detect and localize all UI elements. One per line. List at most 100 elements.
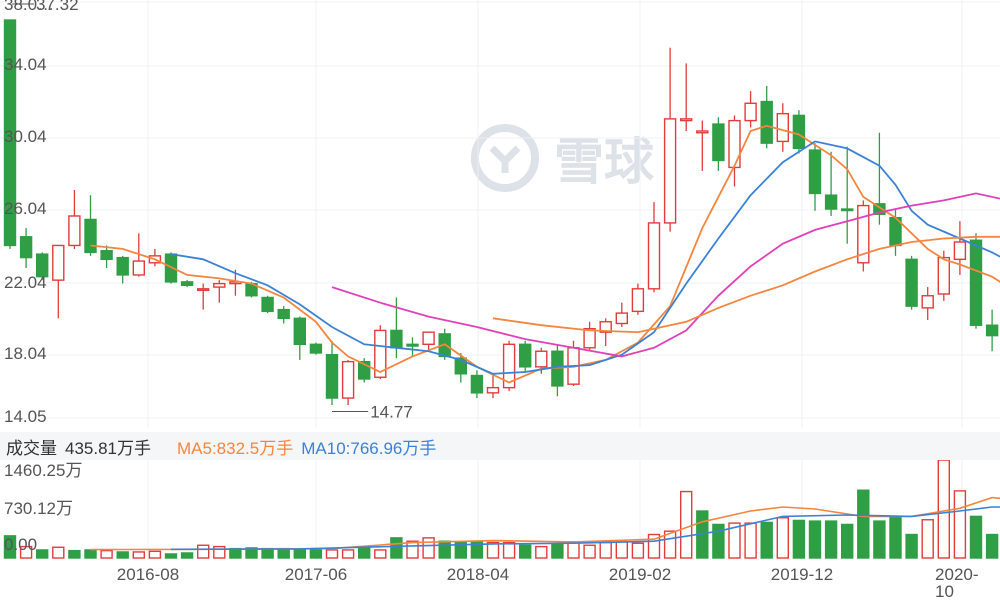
volume-bar (616, 542, 627, 558)
candle-body (971, 240, 982, 325)
candle-body (262, 297, 273, 311)
candle-body (69, 216, 80, 245)
volume-bar (53, 547, 64, 558)
candle-body (632, 289, 643, 312)
candle-body (101, 251, 112, 260)
candle-body (278, 310, 289, 319)
candle-body (842, 209, 853, 211)
price-tick-label: 26.04 (4, 200, 47, 217)
candle-body (423, 332, 434, 344)
volume-bar (310, 550, 321, 558)
volume-bar (375, 550, 386, 558)
time-tick-label: 2019-12 (771, 566, 833, 583)
volume-bar (149, 551, 160, 558)
volume-bar (407, 541, 418, 558)
candle-body (85, 219, 96, 252)
volume-bar (713, 524, 724, 558)
volume-bar (214, 547, 225, 558)
volume-bar (777, 518, 788, 558)
volume-bar (343, 550, 354, 558)
volume-bar (810, 521, 821, 558)
volume-bar (906, 535, 917, 558)
candle-body (471, 376, 482, 393)
candle-body (488, 388, 499, 393)
candle-body (793, 115, 804, 148)
volume-bar (327, 550, 338, 558)
candle-body (584, 329, 595, 348)
volume-bar (536, 547, 547, 558)
candle-body (810, 150, 821, 193)
candle-body (777, 114, 788, 142)
volume-bar (262, 549, 273, 558)
candle-body (938, 258, 949, 294)
candle-body (761, 102, 772, 144)
candle-body (53, 245, 64, 280)
price-tick-label: 30.04 (4, 128, 47, 145)
candle-body (665, 119, 676, 223)
volume-bar (568, 542, 579, 558)
candle-body (310, 344, 321, 353)
volume-bar (826, 521, 837, 558)
candle-body (294, 318, 305, 344)
volume-bar (133, 552, 144, 558)
volume-bar (117, 552, 128, 558)
volume-bar (182, 553, 193, 558)
volume-bar (37, 550, 48, 558)
candle-body (520, 344, 531, 367)
price-tick-label: 14.05 (4, 408, 47, 425)
candle-body (922, 296, 933, 308)
candle-body (327, 355, 338, 398)
volume-bar (890, 517, 901, 558)
time-tick-label: 2019-02 (609, 566, 671, 583)
volume-tick-label: 730.12万 (4, 500, 73, 517)
volume-label: 成交量 (6, 434, 57, 459)
volume-bar (198, 545, 209, 558)
volume-bar (600, 543, 611, 558)
candle-body (198, 289, 209, 291)
volume-bar (922, 520, 933, 558)
volume-value: 435.81万手 (65, 434, 151, 459)
price-tick-label: 38.0… (4, 0, 54, 13)
volume-ma10-label: MA10:766.96万手 (301, 434, 436, 459)
price-tick-label: 18.04 (4, 345, 47, 362)
volume-bar (681, 492, 692, 558)
volume-bar (761, 522, 772, 558)
time-tick-label: 2016-08 (117, 566, 179, 583)
price-tick-label: 22.04 (4, 274, 47, 291)
candle-body (987, 325, 998, 335)
volume-bar (858, 490, 869, 558)
candle-body (729, 121, 740, 168)
candle-body (182, 282, 193, 285)
candle-body (649, 223, 660, 289)
candle-body (214, 284, 225, 287)
volume-tick-label: 0.00 (4, 536, 37, 553)
volume-bar (971, 516, 982, 558)
volume-bar (632, 543, 643, 558)
candle-body (117, 258, 128, 275)
volume-bar (842, 524, 853, 558)
volume-bar (938, 460, 949, 558)
candle-body (681, 119, 692, 121)
volume-bar (294, 549, 305, 558)
candle-body (826, 195, 837, 209)
candle-body (616, 313, 627, 323)
volume-bar (987, 535, 998, 558)
time-tick-label: 2018-04 (447, 566, 509, 583)
low-annotation: 14.77 (370, 403, 413, 422)
volume-bar (278, 549, 289, 558)
volume-bar (745, 523, 756, 558)
volume-bar (520, 545, 531, 558)
time-tick-label: 2020-10 (935, 566, 978, 600)
price-tick-label: 34.04 (4, 56, 47, 73)
volume-bar (423, 538, 434, 558)
time-tick-label: 2017-06 (285, 566, 347, 583)
candle-body (133, 261, 144, 275)
volume-bar (391, 538, 402, 558)
volume-bar (230, 549, 241, 558)
candle-body (343, 362, 354, 398)
volume-bar (359, 547, 370, 558)
volume-bar (166, 554, 177, 558)
volume-bar (793, 520, 804, 558)
candle-body (906, 259, 917, 306)
ma-line-3 (493, 237, 1000, 332)
